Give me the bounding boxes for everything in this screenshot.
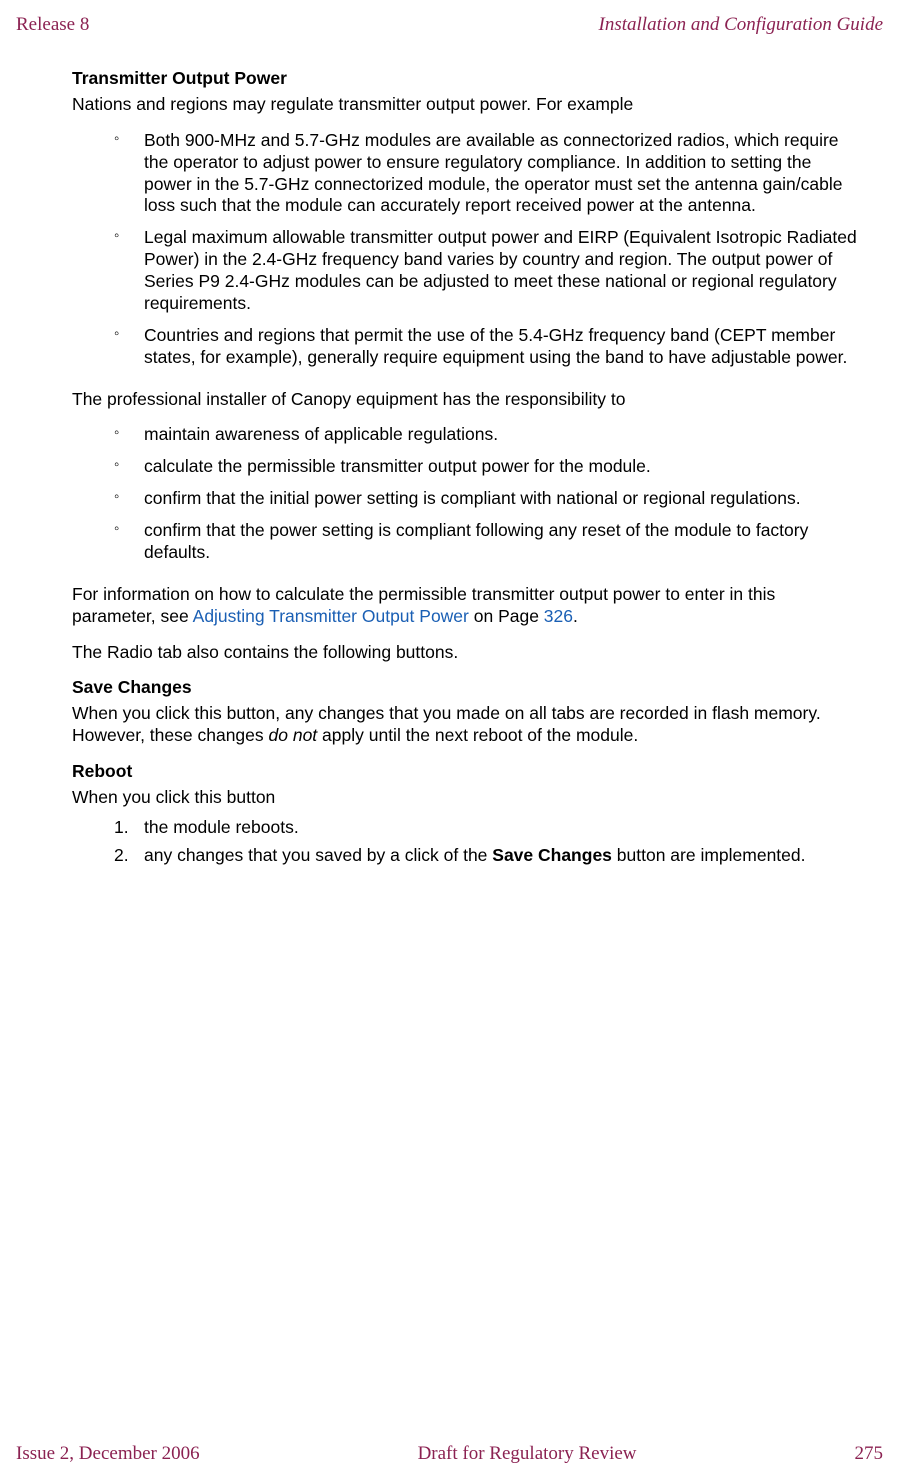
save-italic: do not	[269, 725, 318, 745]
page-footer: Issue 2, December 2006 Draft for Regulat…	[16, 1443, 883, 1465]
list-item: Both 900-MHz and 5.7-GHz modules are ava…	[114, 130, 859, 218]
page-header: Release 8 Installation and Configuration…	[16, 14, 883, 36]
step2-pre: any changes that you saved by a click of…	[144, 845, 492, 865]
heading-reboot: Reboot	[72, 761, 859, 783]
step2-post: button are implemented.	[612, 845, 806, 865]
list-item: confirm that the power setting is compli…	[114, 520, 859, 564]
list-item: calculate the permissible transmitter ou…	[114, 456, 859, 478]
step-text: the module reboots.	[144, 817, 299, 837]
step2-bold: Save Changes	[492, 845, 612, 865]
header-left: Release 8	[16, 14, 89, 36]
crossref-paragraph: For information on how to calculate the …	[72, 584, 859, 628]
page-content: Transmitter Output Power Nations and reg…	[72, 68, 859, 887]
step-text: any changes that you saved by a click of…	[144, 845, 806, 865]
installer-paragraph: The professional installer of Canopy equ…	[72, 389, 859, 411]
list-item: 1. the module reboots.	[114, 817, 859, 839]
reboot-paragraph: When you click this button	[72, 787, 859, 809]
reboot-steps: 1. the module reboots. 2. any changes th…	[72, 817, 859, 867]
crossref-mid: on Page	[469, 606, 544, 626]
list-item: 2. any changes that you saved by a click…	[114, 845, 859, 867]
heading-transmitter-output-power: Transmitter Output Power	[72, 68, 859, 90]
save-changes-paragraph: When you click this button, any changes …	[72, 703, 859, 747]
list-item: Countries and regions that permit the us…	[114, 325, 859, 369]
crossref-post: .	[573, 606, 578, 626]
header-right: Installation and Configuration Guide	[599, 14, 883, 36]
footer-left: Issue 2, December 2006	[16, 1443, 200, 1465]
intro-paragraph: Nations and regions may regulate transmi…	[72, 94, 859, 116]
heading-save-changes: Save Changes	[72, 677, 859, 699]
example-list: Both 900-MHz and 5.7-GHz modules are ava…	[72, 130, 859, 369]
responsibility-list: maintain awareness of applicable regulat…	[72, 424, 859, 563]
list-item: Legal maximum allowable transmitter outp…	[114, 227, 859, 315]
radio-tab-paragraph: The Radio tab also contains the followin…	[72, 642, 859, 664]
footer-center: Draft for Regulatory Review	[418, 1443, 637, 1465]
list-item: maintain awareness of applicable regulat…	[114, 424, 859, 446]
list-item: confirm that the initial power setting i…	[114, 488, 859, 510]
footer-right: 275	[854, 1443, 883, 1465]
save-post: apply until the next reboot of the modul…	[317, 725, 638, 745]
link-adjusting-power[interactable]: Adjusting Transmitter Output Power	[193, 606, 469, 626]
step-number: 2.	[114, 845, 129, 867]
link-page-326[interactable]: 326	[544, 606, 573, 626]
step-number: 1.	[114, 817, 129, 839]
